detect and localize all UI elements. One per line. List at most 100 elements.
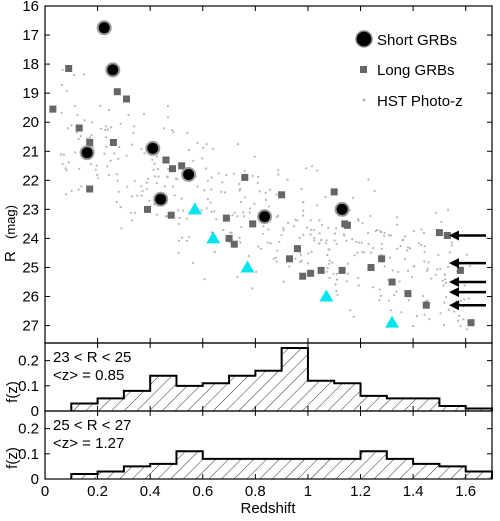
x-tick-label: 1.6 <box>455 483 476 500</box>
hist-y-tick-label: 0.2 <box>18 353 39 370</box>
photoz-dot <box>236 275 239 278</box>
long-grb-marker <box>388 278 396 286</box>
photoz-dot <box>239 201 243 204</box>
photoz-dot <box>383 231 386 234</box>
photoz-dot <box>188 235 191 238</box>
photoz-dot <box>325 242 328 245</box>
photoz-dot <box>380 242 383 245</box>
photoz-dot <box>130 211 133 214</box>
photoz-dot <box>196 141 199 144</box>
long-grb-marker <box>286 255 293 263</box>
photoz-dot <box>107 173 110 177</box>
photoz-dot <box>275 193 278 196</box>
photoz-dot <box>403 258 407 261</box>
photoz-dot <box>398 280 401 283</box>
photoz-dot <box>262 225 265 228</box>
histogram-bar <box>176 385 203 411</box>
photoz-dot <box>318 219 321 222</box>
photoz-dot <box>318 242 321 245</box>
photoz-dot <box>157 175 160 178</box>
photoz-dot <box>192 159 195 162</box>
photoz-dot <box>200 209 203 212</box>
photoz-dot <box>379 294 383 297</box>
photoz-dot <box>155 213 158 216</box>
photoz-dot <box>95 164 98 167</box>
photoz-dot <box>448 251 451 254</box>
long-grb-marker <box>338 266 346 274</box>
histogram-bar <box>360 451 387 479</box>
photoz-dot <box>387 299 390 302</box>
long-grb-marker <box>169 165 176 173</box>
photoz-dot <box>412 325 415 328</box>
photoz-dot <box>225 174 228 177</box>
photoz-dot <box>251 287 254 290</box>
histogram-bar <box>202 458 230 479</box>
photoz-dot <box>131 219 134 222</box>
photoz-dot <box>91 121 94 124</box>
histogram-bar <box>150 375 177 411</box>
histogram-panel-faint: 0 0.1 0.2 0 0.2 0.4 0.6 0.8 1 1.2 1.4 1.6 25 < R < … <box>4 410 493 517</box>
photoz-dot <box>134 211 137 214</box>
photoz-dot <box>393 293 396 297</box>
arrow-head <box>449 300 459 311</box>
photoz-dot <box>119 206 122 209</box>
photoz-dot <box>371 286 374 289</box>
long-grb-marker <box>86 139 94 146</box>
photoz-dot <box>230 231 233 234</box>
photoz-dot <box>345 239 348 242</box>
photoz-dot <box>275 260 278 263</box>
photoz-dot <box>118 146 121 149</box>
photoz-dot <box>217 172 220 175</box>
top-y-tick-label: 17 <box>22 27 39 44</box>
photoz-dot <box>153 162 156 165</box>
photoz-dot <box>443 273 446 276</box>
photoz-dot <box>248 211 251 214</box>
mid-annotation-range: 23 < R < 25 <box>53 349 131 366</box>
photoz-dot <box>120 227 123 230</box>
mid-y-axis-label: f(z) <box>4 381 21 403</box>
photoz-dot <box>103 152 106 155</box>
photoz-dot <box>142 112 146 116</box>
photoz-dot <box>117 157 120 160</box>
photoz-dot <box>312 228 315 231</box>
histogram-bar <box>334 383 361 411</box>
histogram-bar <box>202 383 230 411</box>
photoz-dot <box>83 119 86 122</box>
photoz-dot <box>205 167 208 170</box>
histogram-bar <box>281 348 308 411</box>
photoz-dot <box>288 265 291 268</box>
histogram-bar <box>307 458 335 479</box>
photoz-dot <box>155 182 158 185</box>
photoz-dot <box>404 235 407 238</box>
photoz-dot <box>363 251 366 254</box>
long-grb-marker <box>456 266 464 274</box>
x-axis-label: Redshift <box>240 500 296 517</box>
photoz-dot <box>320 239 323 242</box>
triangle-marker <box>187 202 202 215</box>
photoz-dot <box>301 201 304 204</box>
photoz-dot <box>294 218 297 221</box>
photoz-dot <box>335 242 338 246</box>
photoz-dot <box>439 312 442 315</box>
photoz-dot <box>334 283 337 286</box>
photoz-dot <box>420 228 423 231</box>
photoz-dot <box>389 234 392 237</box>
photoz-dot <box>156 167 160 171</box>
top-y-axis-label: R (mag) <box>2 205 19 262</box>
photoz-dot <box>106 128 109 131</box>
short-grb-marker <box>334 201 350 217</box>
histogram-bar <box>229 375 256 411</box>
long-grb-marker <box>222 214 230 222</box>
x-tick-label: 1.4 <box>403 483 424 500</box>
photoz-dot <box>126 185 129 188</box>
photoz-dot <box>210 231 213 234</box>
photoz-dot <box>267 228 270 231</box>
photoz-dot <box>423 313 426 316</box>
photoz-dot <box>388 256 392 259</box>
photoz-dot <box>428 318 431 321</box>
photoz-dot <box>331 261 334 264</box>
photoz-dot <box>233 211 236 214</box>
photoz-dot <box>177 239 181 242</box>
photoz-dot <box>426 269 429 272</box>
photoz-dot <box>79 135 82 138</box>
